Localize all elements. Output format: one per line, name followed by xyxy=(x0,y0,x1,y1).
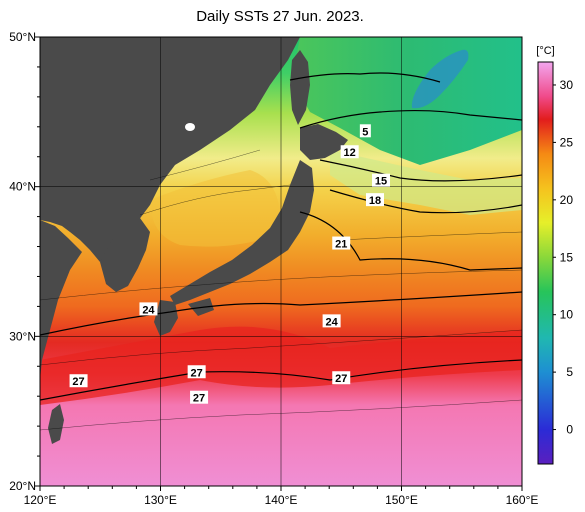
contour-label: 27 xyxy=(335,373,347,385)
colorbar-tick-label: 0 xyxy=(566,423,573,437)
contour-label: 12 xyxy=(344,147,356,159)
japan-sea-warm xyxy=(150,170,280,247)
colorbar-tick-label: 25 xyxy=(560,135,574,149)
contour-label-box xyxy=(372,173,391,187)
contour-labels: 5 12 15 18 21 24 24 27 27 27 27 xyxy=(69,124,391,405)
contour-label: 21 xyxy=(335,239,347,251)
contour-label-box xyxy=(359,124,371,138)
contour-label: 24 xyxy=(325,316,338,328)
honshu xyxy=(170,160,314,305)
isotherms xyxy=(40,72,522,401)
minor-isotherms xyxy=(40,149,522,431)
contour-label: 24 xyxy=(142,304,155,316)
lat-tick-label: 30°N xyxy=(9,329,36,343)
lon-tick-label: 140°E xyxy=(265,493,298,507)
contour-label: 27 xyxy=(193,393,205,405)
cold-water-zone xyxy=(292,37,522,165)
asian-continent xyxy=(40,37,300,262)
contour-label: 18 xyxy=(369,195,381,207)
kyushu xyxy=(154,300,178,336)
colorbar-tick-label: 30 xyxy=(560,78,574,92)
taiwan xyxy=(48,404,64,444)
colorbar-tick-label: 5 xyxy=(566,365,573,379)
lon-tick-label: 130°E xyxy=(144,493,177,507)
transition-zone xyxy=(330,150,522,215)
contour-label-box xyxy=(139,302,158,316)
contour-label-box xyxy=(187,365,206,379)
colorbar-gradient xyxy=(537,61,554,465)
contour-label: 5 xyxy=(362,126,368,138)
graticule xyxy=(40,37,522,486)
small-island xyxy=(185,123,195,131)
colorbar: [°C] 0 5 10 15 20 25 30 xyxy=(536,45,574,465)
contour-label: 27 xyxy=(191,367,203,379)
sakhalin xyxy=(290,50,310,125)
contour-label-box xyxy=(69,374,88,388)
lat-tick-label: 20°N xyxy=(9,479,36,493)
colorbar-tick-label: 10 xyxy=(560,308,574,322)
contour-label-box xyxy=(322,314,341,328)
map-title: Daily SSTs 27 Jun. 2023. xyxy=(196,8,364,25)
korean-peninsula xyxy=(100,218,150,292)
china-coast xyxy=(40,220,82,380)
contour-label: 27 xyxy=(72,376,84,388)
colorbar-unit: [°C] xyxy=(536,45,554,57)
colorbar-tick-label: 15 xyxy=(560,250,574,264)
axis-labels: 120°E 130°E 140°E 150°E 160°E 20°N 30°N 40°N 50°… xyxy=(9,30,538,507)
contour-label-box xyxy=(332,236,351,250)
lon-tick-label: 160°E xyxy=(506,493,539,507)
lat-tick-label: 40°N xyxy=(9,180,36,194)
lon-tick-label: 150°E xyxy=(385,493,418,507)
contour-label-box xyxy=(332,371,351,385)
colorbar-tick-label: 20 xyxy=(560,193,574,207)
hokkaido xyxy=(300,124,348,160)
cold-core-zone xyxy=(411,49,469,109)
contour-label-box xyxy=(340,145,359,159)
contour-label-box xyxy=(190,390,209,404)
contour-label: 15 xyxy=(375,176,387,188)
lat-tick-label: 50°N xyxy=(9,30,36,44)
contour-label-box xyxy=(365,193,384,207)
lon-tick-label: 120°E xyxy=(24,493,57,507)
